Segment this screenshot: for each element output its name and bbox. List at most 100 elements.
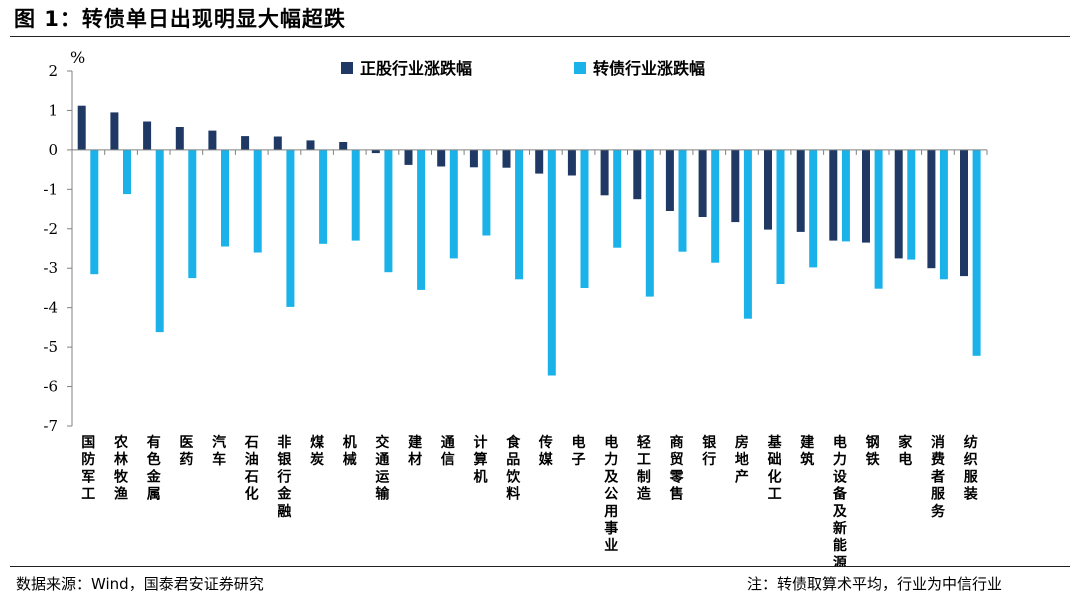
bar-cb-13 [515, 149, 524, 280]
bar-stock-12 [469, 149, 478, 168]
bar-stock-5 [241, 136, 250, 150]
bottom-rule [10, 566, 1070, 567]
footnote: 注：转债取算术平均，行业为中信行业 [746, 575, 1002, 593]
bar-cb-8 [351, 149, 360, 241]
bar-cb-24 [874, 149, 883, 289]
bar-stock-19 [698, 149, 707, 217]
bar-cb-3 [188, 149, 197, 279]
x-category-label-21: 基础化工 [768, 434, 783, 503]
x-category-label-13: 食品饮料 [505, 434, 521, 503]
bar-cb-14 [547, 149, 556, 376]
bar-cb-25 [907, 149, 916, 260]
bar-stock-15 [567, 149, 576, 176]
x-category-label-15: 电子 [572, 434, 586, 468]
bar-stock-25 [894, 149, 903, 259]
x-category-label-0: 国防军工 [81, 435, 95, 503]
bar-stock-7 [306, 140, 315, 150]
bar-cb-21 [776, 149, 785, 284]
y-tick-labels: 2 1 0 -1 -2 -3 -4 -5 -6 -7 [43, 62, 58, 435]
bar-cb-26 [939, 149, 948, 280]
x-category-label-11: 通信 [441, 435, 455, 468]
x-category-label-9: 交通运输 [375, 434, 390, 503]
x-category-label-19: 银行 [701, 434, 717, 468]
x-category-label-17: 轻工制造 [637, 434, 651, 503]
bar-cb-10 [417, 149, 426, 290]
y-tick-label-8: -6 [43, 378, 58, 396]
x-category-label-22: 建筑 [800, 434, 814, 468]
x-category-label-24: 钢铁 [866, 434, 880, 468]
bar-stock-13 [502, 149, 511, 168]
x-category-label-26: 消费者服务 [931, 434, 946, 520]
bar-stock-27 [960, 149, 968, 277]
x-category-label-27: 纺织服装 [963, 434, 979, 503]
legend-swatch-cb [574, 62, 586, 74]
x-category-label-5: 石油石化 [244, 435, 259, 503]
bar-stock-11 [437, 149, 446, 167]
x-category-label-1: 农林牧渔 [113, 434, 129, 503]
bar-stock-3 [175, 127, 184, 150]
bar-stock-6 [273, 136, 282, 150]
y-tick-label-9: -7 [43, 417, 58, 435]
x-category-label-25: 家电 [898, 434, 913, 468]
bar-stock-17 [633, 149, 642, 200]
legend-label-stock: 正股行业涨跌幅 [360, 59, 472, 78]
bar-cb-1 [123, 149, 131, 195]
source-note: 数据来源：Wind，国泰君安证券研究 [16, 575, 264, 593]
bar-cb-4 [221, 149, 229, 247]
bar-cb-5 [253, 149, 262, 253]
y-tick-label-2: 0 [48, 141, 58, 159]
bar-stock-18 [665, 149, 674, 211]
bar-cb-9 [384, 149, 393, 273]
bar-cb-19 [711, 149, 720, 263]
y-tick-label-6: -4 [43, 299, 58, 317]
y-tick-label-1: 1 [48, 101, 58, 119]
bar-stock-14 [535, 149, 544, 174]
x-category-label-6: 非银行金融 [276, 434, 292, 520]
bar-cb-7 [319, 149, 328, 244]
bar-stock-2 [143, 121, 152, 150]
y-tick-label-7: -5 [43, 338, 58, 356]
bar-cb-6 [286, 149, 295, 307]
bar-stock-9 [371, 149, 380, 154]
bar-stock-20 [731, 149, 740, 223]
bar-stock-22 [796, 149, 805, 232]
bar-stock-24 [862, 149, 870, 243]
y-tick-label-0: 2 [48, 62, 58, 80]
x-category-label-18: 商贸零售 [669, 434, 685, 503]
figure-title: 图 1：转债单日出现明显大幅超跌 [14, 7, 346, 31]
bar-cb-16 [613, 149, 622, 248]
bar-cb-2 [155, 149, 164, 333]
axes-group [67, 70, 988, 427]
bar-stock-16 [600, 149, 609, 196]
bar-stock-10 [404, 149, 413, 165]
x-category-label-14: 传媒 [538, 434, 554, 468]
x-category-label-7: 煤炭 [310, 434, 325, 468]
x-category-label-8: 机械 [343, 434, 357, 468]
bars-group [77, 105, 981, 376]
legend-swatch-stock [341, 62, 353, 74]
y-tick-label-3: -1 [43, 180, 58, 198]
bar-cb-15 [580, 149, 589, 288]
bar-stock-23 [829, 149, 838, 241]
bar-cb-27 [972, 149, 981, 356]
bar-stock-26 [927, 149, 936, 269]
x-category-label-3: 医药 [179, 435, 193, 468]
top-rule [10, 36, 1070, 37]
bar-cb-0 [90, 149, 99, 275]
bar-cb-17 [645, 149, 654, 297]
bar-cb-22 [809, 149, 818, 268]
y-tick-label-4: -2 [43, 220, 58, 238]
bar-stock-21 [764, 149, 772, 230]
y-unit-label: % [70, 48, 85, 67]
legend: 正股行业涨跌幅 转债行业涨跌幅 [341, 59, 705, 78]
x-category-label-23: 电力设备及新能源 [832, 434, 848, 566]
bar-cb-12 [482, 149, 491, 236]
x-category-label-12: 计算机 [474, 434, 488, 485]
bar-stock-4 [208, 130, 217, 150]
legend-label-cb: 转债行业涨跌幅 [593, 59, 705, 78]
bar-cb-11 [449, 149, 458, 259]
bar-stock-0 [77, 105, 86, 150]
x-category-label-16: 电力及公用事业 [604, 434, 619, 554]
bar-cb-23 [841, 149, 850, 242]
